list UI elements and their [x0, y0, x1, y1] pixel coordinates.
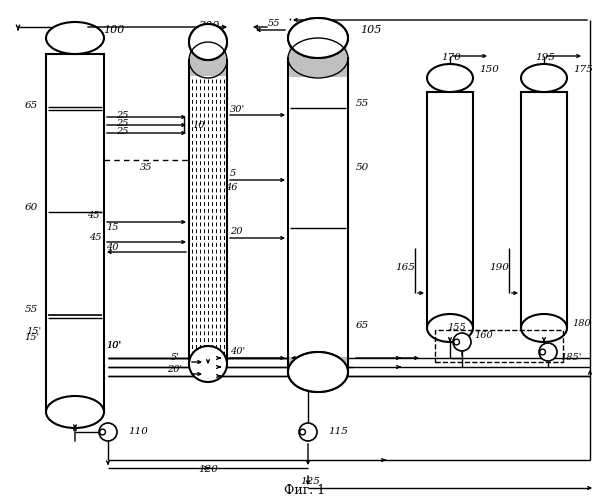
- Ellipse shape: [521, 64, 567, 92]
- Text: 15': 15': [26, 328, 41, 336]
- Text: 165: 165: [395, 264, 415, 272]
- Text: 190: 190: [489, 264, 509, 272]
- Ellipse shape: [288, 18, 348, 58]
- Circle shape: [100, 429, 106, 435]
- Text: 125: 125: [300, 478, 320, 486]
- Ellipse shape: [288, 18, 348, 58]
- Bar: [46, 54, 104, 412]
- Text: 15: 15: [106, 222, 119, 232]
- Bar: [435, 330, 563, 362]
- Ellipse shape: [189, 24, 227, 60]
- Bar: [190, 44, 226, 76]
- Bar: [521, 92, 567, 328]
- Text: 45: 45: [89, 232, 102, 241]
- Text: 5: 5: [230, 170, 236, 178]
- Circle shape: [299, 423, 317, 441]
- Text: 40': 40': [230, 348, 245, 356]
- Ellipse shape: [427, 314, 473, 342]
- Text: 180: 180: [572, 318, 591, 328]
- Text: 195: 195: [535, 54, 555, 62]
- Text: 185': 185': [560, 354, 582, 362]
- Text: 5': 5': [171, 354, 180, 362]
- Text: 65: 65: [356, 322, 369, 330]
- Circle shape: [453, 333, 471, 351]
- Text: 105: 105: [360, 25, 381, 35]
- Ellipse shape: [46, 22, 104, 54]
- Text: 10: 10: [192, 120, 205, 130]
- Circle shape: [540, 349, 546, 355]
- Text: 60: 60: [25, 202, 38, 211]
- Ellipse shape: [427, 64, 473, 92]
- Text: 15': 15': [24, 334, 39, 342]
- Circle shape: [99, 423, 117, 441]
- Text: 300: 300: [199, 21, 221, 31]
- Text: 150: 150: [479, 66, 499, 74]
- Ellipse shape: [189, 346, 227, 382]
- Ellipse shape: [288, 352, 348, 392]
- Text: 120: 120: [198, 466, 218, 474]
- Text: 46: 46: [225, 182, 238, 192]
- Text: 100: 100: [103, 25, 125, 35]
- Text: 35: 35: [141, 164, 153, 172]
- Text: 55: 55: [25, 306, 38, 314]
- Text: 55: 55: [356, 100, 369, 108]
- Text: 55: 55: [268, 20, 280, 28]
- Ellipse shape: [189, 24, 227, 60]
- Text: 25: 25: [116, 120, 128, 128]
- Ellipse shape: [521, 314, 567, 342]
- Circle shape: [300, 429, 306, 435]
- Ellipse shape: [46, 396, 104, 428]
- Text: 30': 30': [230, 104, 245, 114]
- Text: 25: 25: [116, 112, 128, 120]
- Text: 65: 65: [25, 100, 38, 110]
- Text: 25: 25: [116, 128, 128, 136]
- Text: 45': 45': [87, 212, 102, 220]
- Text: 40: 40: [106, 242, 119, 252]
- Text: 10': 10': [106, 340, 121, 349]
- Ellipse shape: [288, 352, 348, 392]
- Bar: [427, 92, 473, 328]
- Text: 110: 110: [128, 428, 148, 436]
- Text: 20: 20: [230, 228, 243, 236]
- Circle shape: [539, 343, 557, 361]
- Text: 50: 50: [356, 164, 369, 172]
- Text: 10': 10': [106, 342, 121, 350]
- Circle shape: [454, 339, 459, 345]
- Bar: [288, 58, 348, 372]
- Text: 155: 155: [447, 324, 466, 332]
- Bar: [289, 357, 347, 371]
- Text: 115: 115: [328, 428, 348, 436]
- Text: 175: 175: [573, 66, 593, 74]
- Text: 170: 170: [441, 54, 461, 62]
- Bar: [289, 39, 347, 77]
- Text: 160: 160: [474, 332, 492, 340]
- Text: Фиг. 1: Фиг. 1: [285, 484, 326, 496]
- Bar: [189, 60, 227, 364]
- Text: 20': 20': [167, 366, 182, 374]
